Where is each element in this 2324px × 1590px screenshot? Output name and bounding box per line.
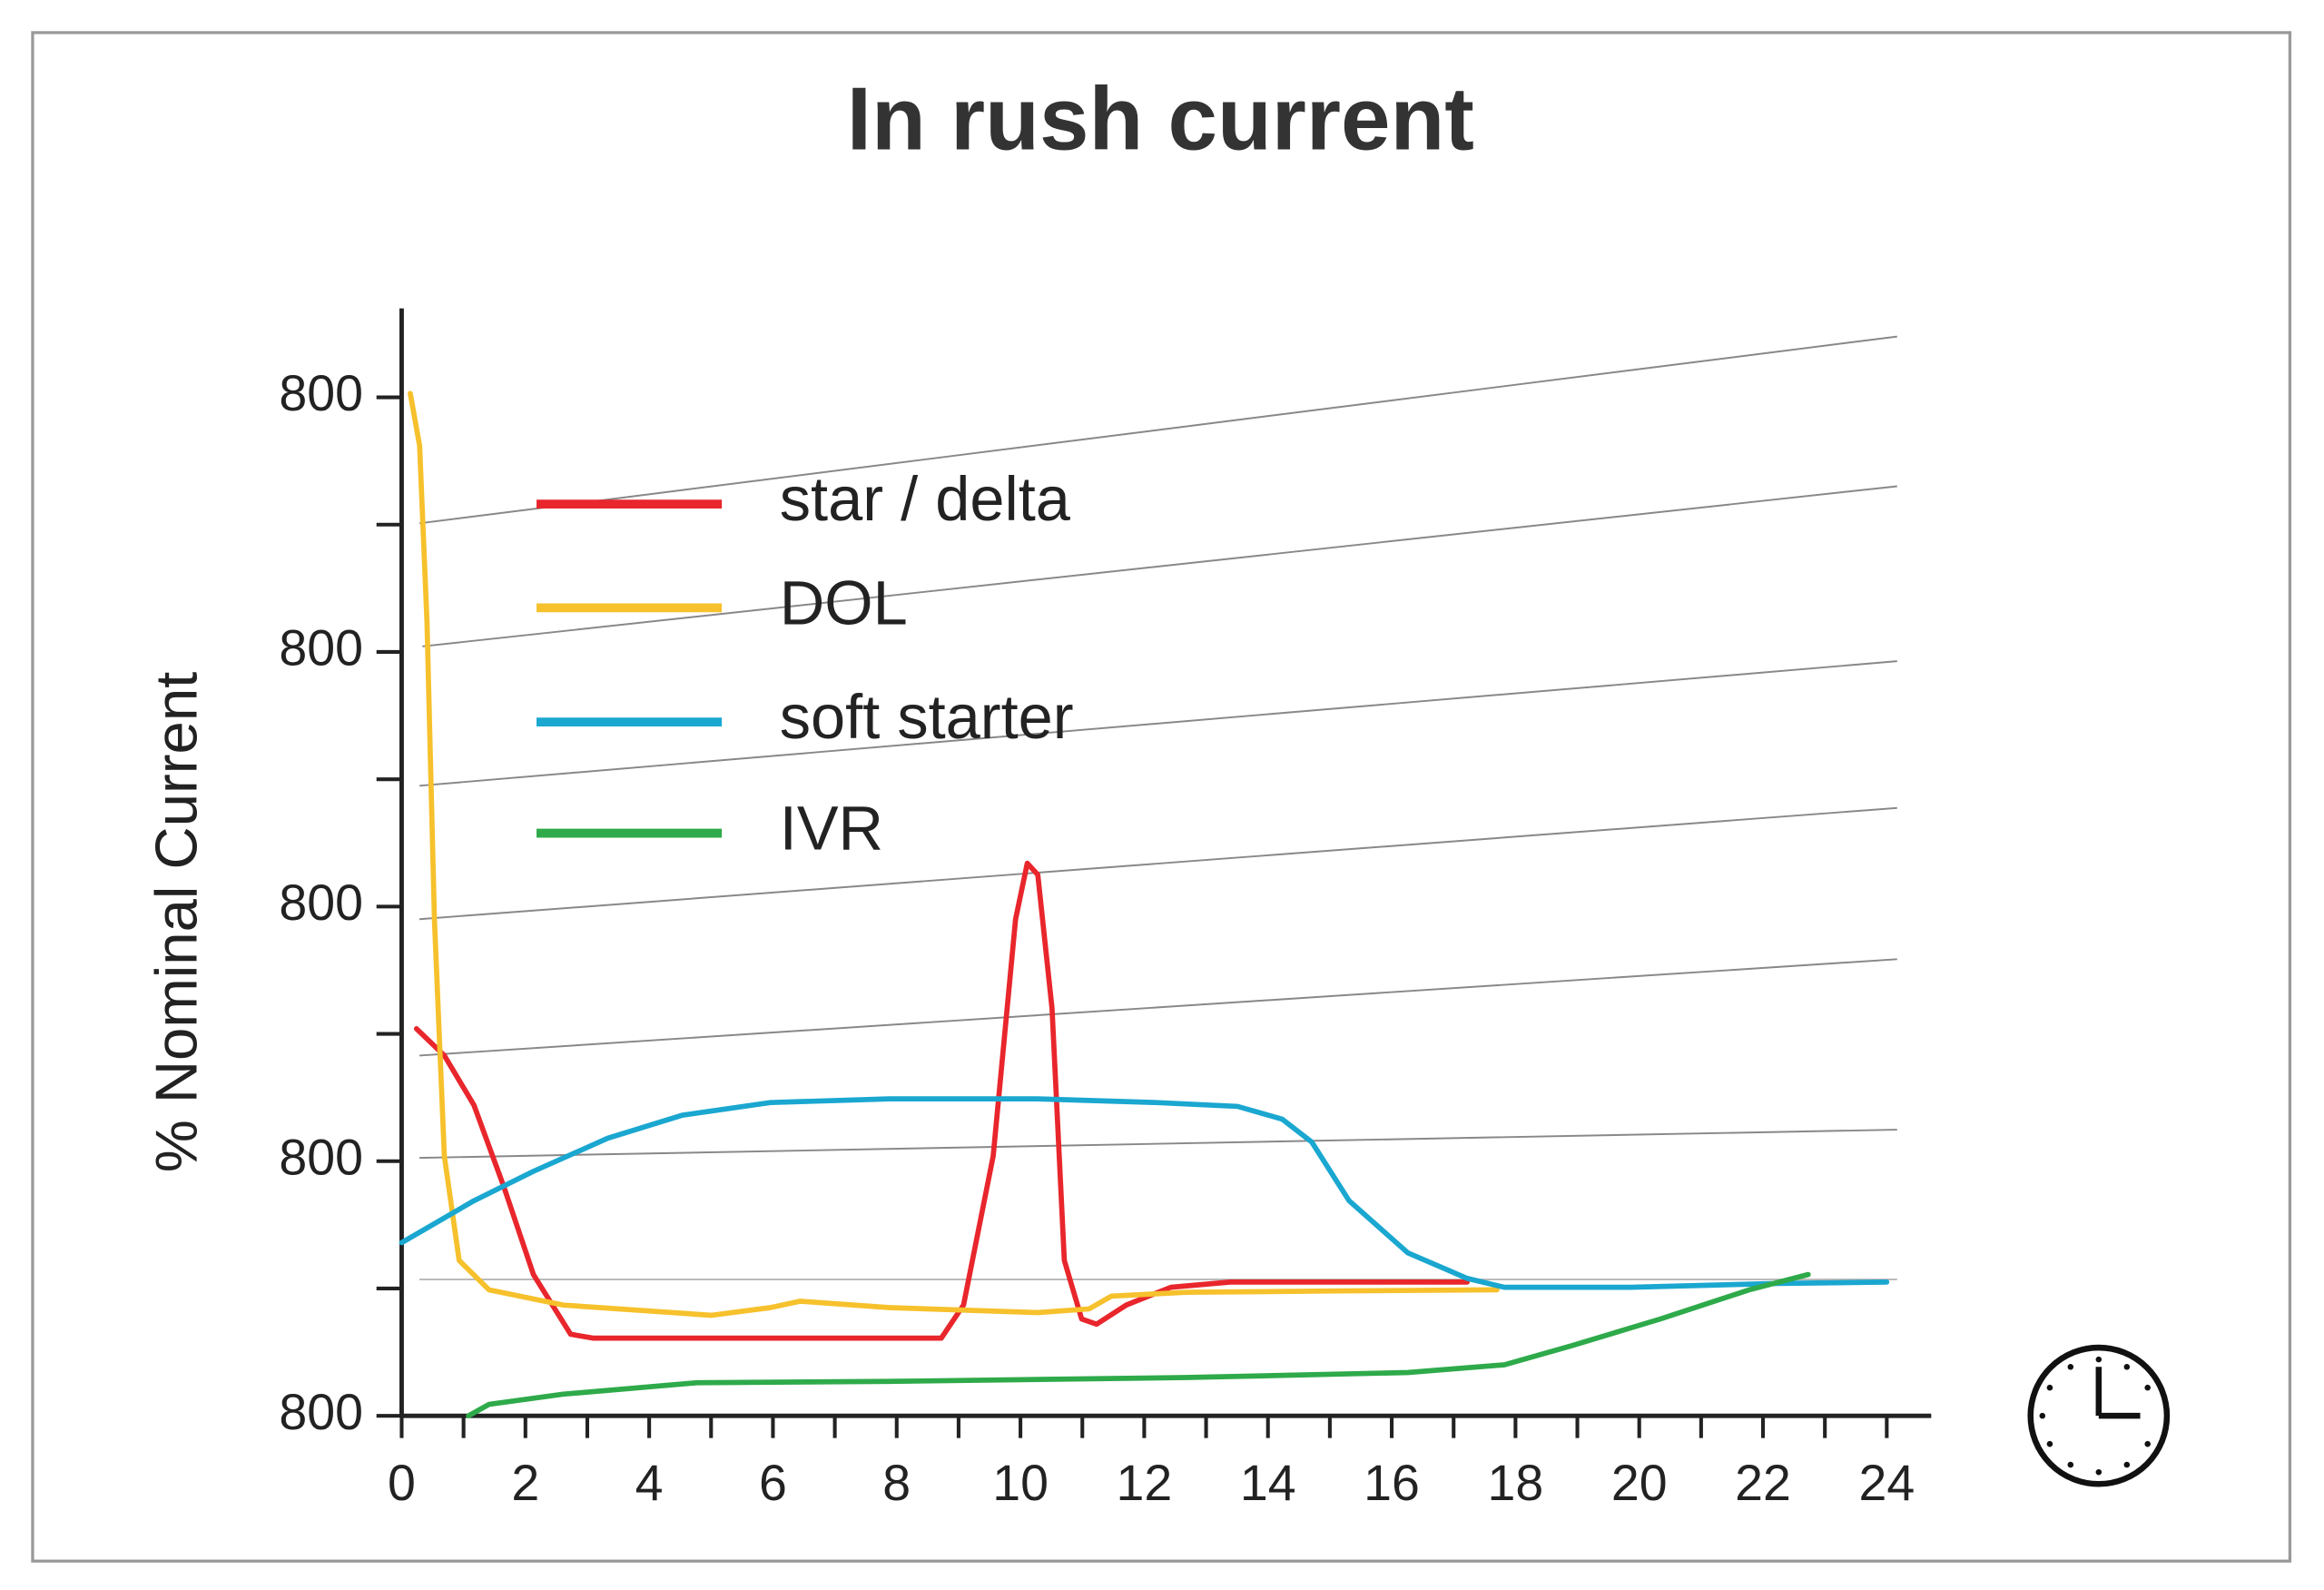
clock-icon [2027, 1344, 2171, 1487]
decor-line [419, 660, 1897, 787]
x-tick-label: 20 [1611, 1455, 1668, 1511]
x-tick-label: 0 [388, 1455, 416, 1511]
decor-line [419, 335, 1897, 525]
x-tick-label: 4 [635, 1455, 664, 1511]
x-tick-label: 18 [1488, 1455, 1544, 1511]
y-axis-label: % Nominal Current [143, 672, 209, 1173]
y-tick-label: 800 [279, 365, 363, 421]
x-tick-label: 12 [1117, 1455, 1173, 1511]
series-line [399, 1096, 1890, 1290]
frame [31, 31, 2292, 1563]
legend-label: IVR [780, 794, 883, 864]
x-tick-label: 6 [759, 1455, 787, 1511]
x-tick-label: 10 [992, 1455, 1049, 1511]
legend-label: soft starter [780, 682, 1074, 752]
y-tick-label: 800 [279, 620, 363, 676]
decor-line [419, 1129, 1897, 1160]
x-tick-label: 24 [1858, 1455, 1915, 1511]
decor-line [419, 806, 1897, 921]
chart-title: In rush current [847, 69, 1474, 169]
legend-label: DOL [780, 568, 908, 637]
legend-label: star / delta [780, 464, 1071, 534]
y-tick-label: 800 [279, 874, 363, 931]
x-tick-label: 16 [1364, 1455, 1420, 1511]
decor-line [419, 958, 1897, 1057]
series-line [408, 390, 1500, 1318]
series-line [466, 1271, 1811, 1419]
decor-line [422, 485, 1897, 647]
x-tick-label: 8 [882, 1455, 911, 1511]
x-tick-label: 22 [1735, 1455, 1791, 1511]
decor-lines [419, 335, 1897, 1280]
x-tick-label: 2 [511, 1455, 539, 1511]
x-tick-label: 14 [1240, 1455, 1296, 1511]
y-tick-label: 800 [279, 1129, 363, 1185]
series-line [413, 860, 1471, 1341]
y-tick-label: 800 [279, 1384, 363, 1440]
